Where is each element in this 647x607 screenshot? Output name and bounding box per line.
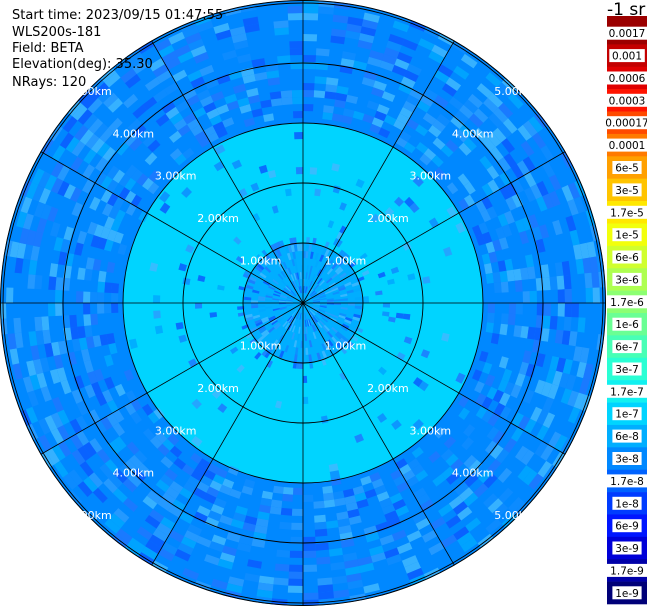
colorbar-swatch (607, 514, 647, 538)
colorbar-swatch (607, 492, 647, 515)
azimuth-line-120 (302, 302, 566, 455)
colorbar-swatch (607, 581, 647, 605)
range-label-4: 4.00km (452, 467, 494, 480)
range-label-2: 2.00km (197, 212, 239, 225)
colorbar-swatch (607, 335, 647, 359)
colorbar-swatch (607, 245, 647, 269)
colorbar-swatch (607, 22, 647, 45)
colorbar-tick-label: 1e-6 (615, 319, 639, 331)
range-label-2: 2.00km (367, 382, 409, 395)
range-label-2: 2.00km (367, 212, 409, 225)
colorbar-tick-label: 1e-7 (615, 409, 639, 421)
colorbar-swatch (607, 268, 647, 291)
colorbar-unit-label: -1 sr (607, 0, 646, 20)
colorbar-swatch (607, 536, 647, 560)
azimuth-line-60 (302, 151, 566, 304)
colorbar-swatch (607, 66, 647, 90)
azimuth-line-330 (151, 40, 304, 304)
range-label-3: 3.00km (155, 170, 197, 183)
range-label-5: 5.00km (70, 509, 112, 522)
colorbar-swatch (607, 156, 647, 179)
colorbar-tick-label: 3e-5 (615, 185, 639, 197)
range-label-5: 5.00km (494, 85, 536, 98)
azimuth-line-30 (302, 40, 455, 304)
range-label-4: 4.00km (452, 127, 494, 140)
range-label-2: 2.00km (197, 382, 239, 395)
colorbar-tick-label: 0.0006 (609, 73, 646, 85)
range-label-1: 1.00km (240, 339, 282, 352)
colorbar-tick-label: 1.7e-9 (610, 565, 644, 577)
instrument-name-text: WLS200s-181 (12, 25, 102, 40)
nrays-text: NRays: 120 (12, 75, 87, 90)
colorbar-tick-label: 0.0017 (609, 28, 646, 40)
colorbar-tick-label: 1.7e-5 (610, 207, 644, 219)
range-label-3: 3.00km (410, 170, 452, 183)
range-azimuth-grid (0, 0, 606, 606)
colorbar-tick-label: 1.7e-7 (610, 386, 644, 398)
colorbar-tick-label: 3e-6 (615, 274, 639, 286)
range-labels: 1.00km 1.00km 1.00km 1.00km 2.00km 2.00km 2.00… (70, 85, 536, 522)
colorbar-swatch (607, 424, 647, 448)
ppi-plot: 1.00km 1.00km 1.00km 1.00km 2.00km 2.00km 2.00… (0, 0, 606, 606)
colorbar-swatch (607, 111, 647, 135)
colorbar-tick-label: 1.7e-8 (610, 476, 644, 488)
colorbar-tick-label: 6e-5 (615, 163, 639, 175)
colorbar-tick-label: 6e-7 (615, 342, 639, 354)
colorbar-tick-label: 0.0001 (609, 140, 646, 152)
range-label-1: 1.00km (325, 255, 367, 268)
colorbar-tick-label: 3e-7 (615, 364, 639, 376)
range-label-4: 4.00km (113, 127, 155, 140)
colorbar-tick-label: 1e-5 (615, 230, 639, 242)
field-name-text: Field: BETA (12, 41, 84, 56)
elevation-text: Elevation(deg): 35.30 (12, 57, 153, 72)
colorbar-swatch (607, 201, 647, 224)
colorbar-swatch (607, 178, 647, 202)
azimuth-line-240 (40, 302, 304, 455)
start-time-text: Start time: 2023/09/15 01:47:55 (12, 8, 224, 23)
colorbar-tick-label: 0.0003 (609, 95, 646, 107)
colorbar-swatch (607, 559, 647, 582)
colorbar-swatch (607, 89, 647, 112)
azimuth-line-300 (40, 151, 304, 304)
colorbar-swatch (607, 133, 647, 157)
azimuth-line-150 (302, 302, 455, 566)
range-label-3: 3.00km (410, 424, 452, 437)
colorbar-tick-label: 3e-8 (615, 454, 639, 466)
colorbar-tick-label: 1e-8 (615, 498, 639, 510)
colorbar-swatch (607, 290, 647, 314)
colorbar-swatch (607, 313, 647, 336)
colorbar-tick-label: 1e-9 (615, 588, 639, 600)
azimuth-line-210 (151, 302, 304, 566)
range-label-1: 1.00km (325, 339, 367, 352)
colorbar-swatch (607, 357, 647, 381)
colorbar-tick-label: 0.00017 (605, 118, 647, 130)
range-label-4: 4.00km (113, 467, 155, 480)
colorbar-tick-label: 1.7e-6 (610, 297, 644, 309)
colorbar-swatch (607, 402, 647, 426)
range-label-1: 1.00km (240, 255, 282, 268)
colorbar-tick-label: 6e-6 (615, 252, 639, 264)
range-label-5: 5.00km (70, 85, 112, 98)
colorbar-swatch (607, 469, 647, 493)
colorbar-swatch (607, 223, 647, 247)
colorbar-swatch (607, 380, 647, 403)
colorbar-tick-label: 6e-9 (615, 521, 639, 533)
colorbar-tick-label: 0.001 (612, 51, 642, 63)
colorbar-swatch (607, 447, 647, 470)
colorbar-tick-label: 6e-8 (615, 431, 639, 443)
colorbar-tick-label: 3e-9 (615, 543, 639, 555)
colorbar-swatch (607, 44, 647, 68)
range-label-3: 3.00km (155, 424, 197, 437)
range-label-5: 5.00km (494, 509, 536, 522)
